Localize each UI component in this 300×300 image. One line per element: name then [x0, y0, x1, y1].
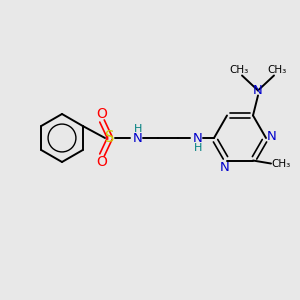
Text: O: O: [97, 107, 107, 121]
Text: N: N: [193, 131, 203, 145]
Text: CH₃: CH₃: [230, 65, 249, 76]
Text: CH₃: CH₃: [267, 65, 286, 76]
Text: N: N: [267, 130, 277, 142]
Text: N: N: [253, 84, 263, 97]
Text: H: H: [134, 124, 142, 134]
Text: N: N: [220, 161, 230, 174]
Text: N: N: [133, 131, 143, 145]
Text: H: H: [194, 143, 202, 153]
Text: O: O: [97, 155, 107, 169]
Text: S: S: [105, 130, 115, 146]
Text: CH₃: CH₃: [272, 158, 291, 169]
